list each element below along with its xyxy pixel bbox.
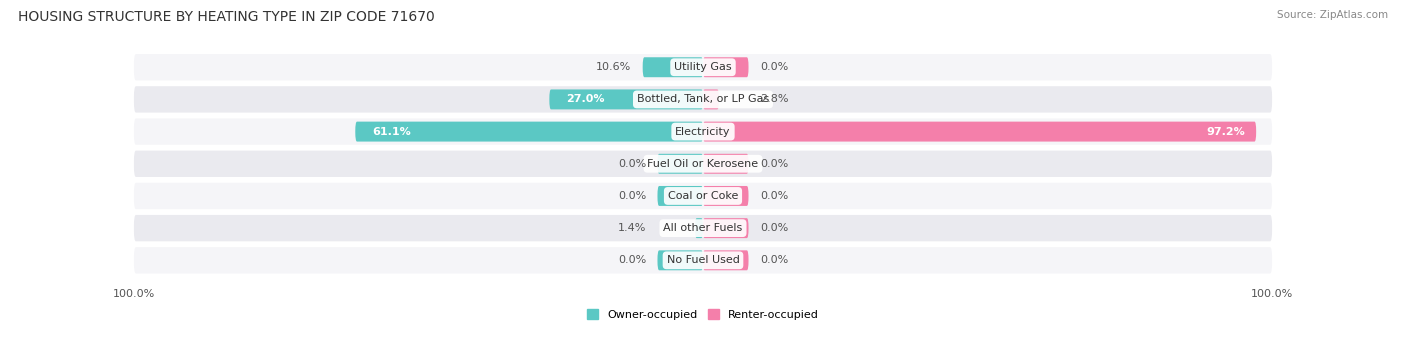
Text: All other Fuels: All other Fuels [664, 223, 742, 233]
FancyBboxPatch shape [658, 186, 703, 206]
Text: Electricity: Electricity [675, 127, 731, 137]
Text: 0.0%: 0.0% [759, 62, 789, 72]
Text: 0.0%: 0.0% [759, 159, 789, 169]
FancyBboxPatch shape [658, 154, 703, 174]
Text: 0.0%: 0.0% [759, 255, 789, 265]
Text: 0.0%: 0.0% [759, 223, 789, 233]
FancyBboxPatch shape [703, 154, 748, 174]
FancyBboxPatch shape [703, 186, 748, 206]
Text: HOUSING STRUCTURE BY HEATING TYPE IN ZIP CODE 71670: HOUSING STRUCTURE BY HEATING TYPE IN ZIP… [18, 10, 434, 24]
Text: 97.2%: 97.2% [1206, 127, 1244, 137]
FancyBboxPatch shape [703, 89, 718, 109]
Legend: Owner-occupied, Renter-occupied: Owner-occupied, Renter-occupied [582, 305, 824, 324]
FancyBboxPatch shape [134, 183, 1272, 209]
Text: 0.0%: 0.0% [617, 255, 647, 265]
FancyBboxPatch shape [703, 250, 748, 270]
Text: 2.8%: 2.8% [759, 94, 789, 104]
FancyBboxPatch shape [134, 86, 1272, 113]
FancyBboxPatch shape [134, 247, 1272, 273]
Text: Fuel Oil or Kerosene: Fuel Oil or Kerosene [647, 159, 759, 169]
Text: Source: ZipAtlas.com: Source: ZipAtlas.com [1277, 10, 1388, 20]
Text: Coal or Coke: Coal or Coke [668, 191, 738, 201]
FancyBboxPatch shape [695, 218, 703, 238]
FancyBboxPatch shape [134, 118, 1272, 145]
FancyBboxPatch shape [134, 54, 1272, 80]
Text: 0.0%: 0.0% [617, 159, 647, 169]
FancyBboxPatch shape [703, 218, 748, 238]
FancyBboxPatch shape [658, 250, 703, 270]
Text: 1.4%: 1.4% [617, 223, 647, 233]
FancyBboxPatch shape [703, 122, 1256, 142]
Text: 27.0%: 27.0% [567, 94, 605, 104]
Text: Bottled, Tank, or LP Gas: Bottled, Tank, or LP Gas [637, 94, 769, 104]
Text: 10.6%: 10.6% [596, 62, 631, 72]
FancyBboxPatch shape [356, 122, 703, 142]
Text: 0.0%: 0.0% [759, 191, 789, 201]
FancyBboxPatch shape [550, 89, 703, 109]
Text: No Fuel Used: No Fuel Used [666, 255, 740, 265]
FancyBboxPatch shape [643, 57, 703, 77]
FancyBboxPatch shape [134, 151, 1272, 177]
FancyBboxPatch shape [703, 57, 748, 77]
Text: Utility Gas: Utility Gas [675, 62, 731, 72]
Text: 0.0%: 0.0% [617, 191, 647, 201]
Text: 61.1%: 61.1% [373, 127, 411, 137]
FancyBboxPatch shape [134, 215, 1272, 241]
